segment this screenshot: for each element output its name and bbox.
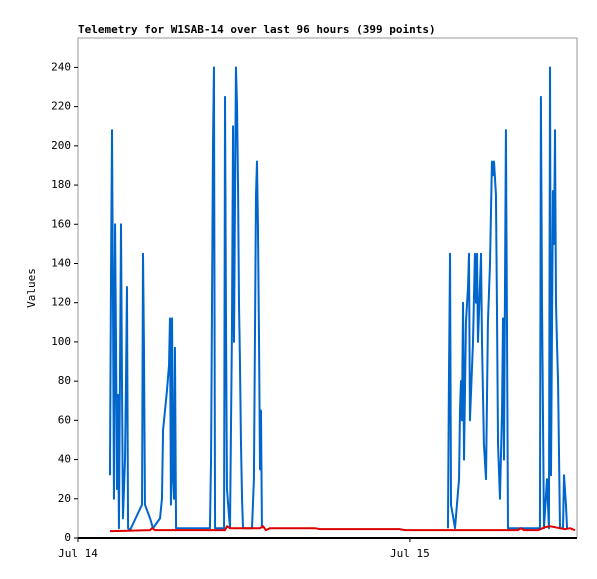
y-tick-label: 100 [51, 335, 71, 348]
y-tick-label: 60 [58, 413, 71, 426]
y-tick-label: 220 [51, 100, 71, 113]
y-tick-label: 0 [64, 531, 71, 544]
x-tick-label: Jul 15 [390, 547, 430, 560]
y-tick-label: 40 [58, 453, 71, 466]
plot-frame [77, 37, 578, 539]
y-tick-label: 20 [58, 492, 71, 505]
y-tick-label: 200 [51, 139, 71, 152]
y-tick-label: 120 [51, 296, 71, 309]
y-tick-label: 80 [58, 374, 71, 387]
y-tick-label: 180 [51, 178, 71, 191]
chart-title: Telemetry for W1SAB-14 over last 96 hour… [78, 23, 436, 36]
y-tick-label: 140 [51, 256, 71, 269]
series-line [108, 66, 569, 532]
y-tick-label: 160 [51, 217, 71, 230]
y-tick-label: 240 [51, 60, 71, 73]
series-line [109, 525, 576, 533]
y-axis-label: Values [25, 268, 38, 308]
x-tick-label: Jul 14 [58, 547, 98, 560]
